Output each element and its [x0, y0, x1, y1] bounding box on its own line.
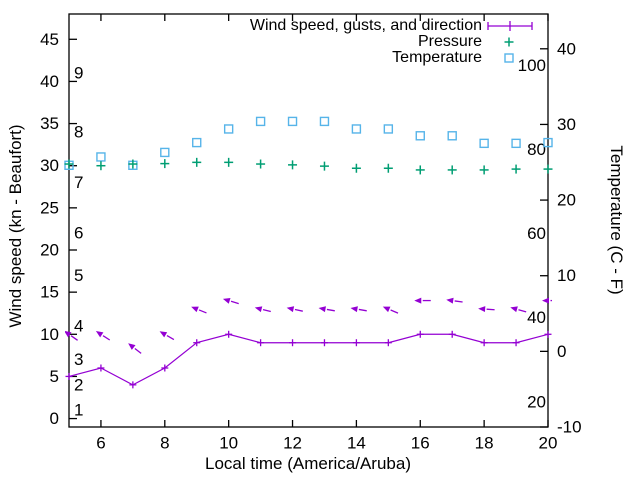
svg-text:20: 20	[557, 191, 576, 210]
legend-glyph-pressure-plus	[482, 35, 548, 49]
legend-label-wind: Wind speed, gusts, and direction	[249, 17, 482, 34]
svg-text:8: 8	[160, 434, 169, 453]
pressure-series	[64, 157, 553, 175]
y-axis-title: Wind speed (kn - Beaufort)	[6, 124, 25, 328]
svg-text:15: 15	[40, 283, 59, 302]
svg-text:0: 0	[50, 409, 59, 428]
svg-text:100: 100	[518, 56, 546, 75]
wind-speed-series	[65, 330, 552, 389]
svg-text:10: 10	[40, 325, 59, 344]
svg-text:2: 2	[74, 375, 83, 394]
legend-glyph-wind-errorbar	[482, 19, 548, 33]
svg-text:45: 45	[40, 30, 59, 49]
svg-text:35: 35	[40, 114, 59, 133]
svg-text:16: 16	[411, 434, 430, 453]
temperature-series	[64, 116, 553, 170]
svg-text:6: 6	[96, 434, 105, 453]
svg-text:9: 9	[74, 64, 83, 83]
legend-glyph-temperature-square	[482, 51, 548, 65]
y2-axis-title: Temperature (C - F)	[607, 145, 626, 295]
svg-text:40: 40	[527, 308, 546, 327]
svg-text:10: 10	[219, 434, 238, 453]
svg-text:8: 8	[74, 123, 83, 142]
svg-text:4: 4	[74, 316, 83, 335]
fahrenheit-scale-labels: 20 40 60 80 100	[518, 56, 546, 411]
svg-text:18: 18	[475, 434, 494, 453]
svg-text:25: 25	[40, 198, 59, 217]
svg-text:6: 6	[74, 224, 83, 243]
svg-text:-10: -10	[557, 418, 582, 437]
svg-text:0: 0	[557, 342, 566, 361]
svg-text:30: 30	[40, 156, 59, 175]
svg-text:40: 40	[40, 72, 59, 91]
y-axis-right-ticks: -10 0 10 20 30 40	[540, 39, 582, 437]
x-axis-ticks: 6 8 10 12 14 16 18 20	[96, 14, 557, 453]
svg-text:7: 7	[74, 173, 83, 192]
plot-border	[68, 13, 549, 428]
svg-text:5: 5	[50, 367, 59, 386]
svg-text:40: 40	[557, 39, 576, 58]
wind-direction-arrows	[65, 297, 552, 354]
y-axis-left-ticks: 0 5 10 15 20 25 30 35 40 45	[40, 30, 77, 428]
svg-text:12: 12	[283, 434, 302, 453]
svg-text:30: 30	[557, 115, 576, 134]
svg-text:80: 80	[527, 140, 546, 159]
legend-entry-temperature: Temperature	[250, 49, 548, 66]
svg-text:60: 60	[527, 224, 546, 243]
legend-entry-wind: Wind speed, gusts, and direction	[249, 17, 548, 34]
svg-text:10: 10	[557, 266, 576, 285]
svg-text:20: 20	[527, 392, 546, 411]
svg-text:20: 20	[40, 241, 59, 260]
beaufort-scale-labels: 1 2 3 4 5 6 7 8 9	[74, 64, 83, 420]
legend: Wind speed, gusts, and direction Pressur…	[249, 17, 548, 66]
svg-text:5: 5	[74, 266, 83, 285]
legend-label-temperature: Temperature	[392, 49, 482, 66]
legend-entry-pressure: Pressure	[250, 33, 548, 50]
x-axis-title: Local time (America/Aruba)	[205, 454, 411, 473]
svg-text:14: 14	[347, 434, 366, 453]
svg-text:1: 1	[74, 401, 83, 420]
svg-text:3: 3	[74, 350, 83, 369]
svg-text:20: 20	[539, 434, 558, 453]
legend-label-pressure: Pressure	[417, 33, 482, 50]
